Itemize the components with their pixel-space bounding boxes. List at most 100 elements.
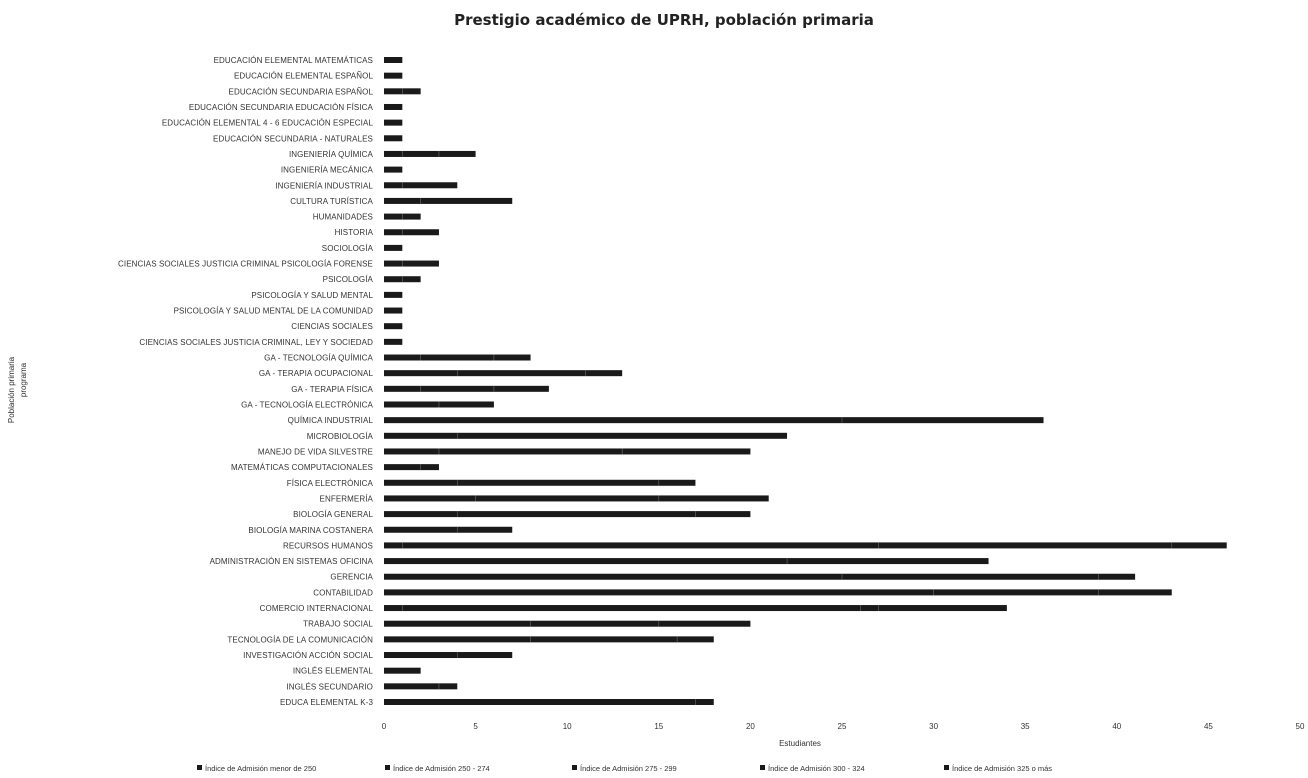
bar-segment [384, 558, 788, 565]
bar-segment [402, 229, 439, 236]
category-label: CIENCIAS SOCIALES JUSTICIA CRIMINAL PSIC… [118, 260, 373, 269]
category-label: GA - TECNOLOGÍA QUÍMICA [264, 354, 373, 363]
bar-segment [695, 511, 751, 518]
legend-swatch [944, 765, 949, 770]
bar-segment [438, 150, 476, 157]
bar-segment [658, 620, 751, 627]
category-label: EDUCACIÓN SECUNDARIA EDUCACIÓN FÍSICA [189, 103, 374, 112]
category-label: CIENCIAS SOCIALES [291, 322, 373, 331]
bar-segment [384, 103, 403, 110]
category-label: INGLÉS ELEMENTAL [293, 667, 374, 676]
legend-swatch [385, 765, 390, 770]
category-label: ENFERMERÍA [320, 494, 374, 503]
category-label: FÍSICA ELECTRÓNICA [287, 479, 374, 488]
bar-segment [475, 495, 659, 502]
bar-segment [384, 385, 421, 392]
bar-segment [384, 432, 458, 439]
category-label: EDUCACIÓN ELEMENTAL MATEMÁTICAS [214, 56, 373, 65]
bar-segment [1098, 573, 1136, 580]
bar-segment [384, 495, 476, 502]
bar-segment [384, 57, 403, 63]
category-label: MATEMÁTICAS COMPUTACIONALES [231, 463, 373, 472]
bar-segment [384, 479, 458, 486]
category-label: PSICOLOGÍA [323, 275, 374, 284]
category-label: BIOLOGÍA MARINA COSTANERA [248, 526, 373, 535]
bar-segment [658, 479, 696, 486]
bar-segment [842, 417, 1044, 424]
category-label: CULTURA TURÍSTICA [290, 197, 373, 206]
category-labels: EDUCACIÓN ELEMENTAL MATEMÁTICAS EDUCACIÓN… [118, 56, 374, 707]
bar-segment [384, 464, 421, 471]
bar-segment [384, 605, 403, 612]
y-axis-title-line-2: programa [19, 362, 28, 397]
legend-label: Índice de Admisión menor de 250 [205, 764, 316, 773]
bar-segment [1171, 542, 1227, 549]
legend-swatch [760, 765, 765, 770]
bar-segment [384, 573, 842, 580]
category-label: HISTORIA [335, 228, 374, 237]
bar-segment [384, 182, 403, 189]
category-label: PSICOLOGÍA Y SALUD MENTAL DE LA COMUNIDA… [174, 307, 374, 316]
bar-segment [402, 182, 458, 189]
category-label: QUÍMICA INDUSTRIAL [288, 416, 374, 425]
legend-label: Índice de Admisión 325 o más [952, 764, 1052, 773]
category-label: HUMANIDADES [313, 213, 373, 222]
bar-segment [384, 307, 403, 314]
category-label: CONTABILIDAD [313, 588, 373, 597]
bar-segment [420, 197, 513, 204]
bar-segment [622, 448, 751, 455]
bar-segment [933, 589, 1099, 596]
x-tick-label: 30 [929, 722, 938, 731]
legend: Índice de Admisión menor de 250 Índice de… [197, 764, 1052, 773]
bar-segment [384, 150, 403, 157]
category-label: INVESTIGACIÓN ACCIÓN SOCIAL [243, 651, 373, 660]
legend-swatch [572, 765, 577, 770]
bar-segment [384, 683, 439, 690]
bar-segment [493, 354, 531, 361]
category-label: INGLÉS SECUNDARIO [286, 682, 373, 691]
bar-segment [384, 354, 421, 361]
bar-segment [457, 432, 788, 439]
bar-segment [402, 542, 879, 549]
category-label: MICROBIOLOGÍA [307, 432, 374, 441]
x-tick-label: 0 [382, 722, 387, 731]
category-label: TECNOLOGÍA DE LA COMUNICACIÓN [227, 635, 373, 644]
x-tick-label: 45 [1204, 722, 1213, 731]
bar-segment [695, 699, 714, 705]
category-label: BIOLOGÍA GENERAL [293, 510, 373, 519]
category-label: GERENCIA [330, 573, 373, 582]
bar-segment [384, 511, 458, 518]
bar-segment [438, 448, 623, 455]
y-axis-title-line-1: Población primaria [7, 356, 16, 423]
category-label: EDUCA ELEMENTAL K-3 [280, 698, 373, 707]
bar-segment [384, 166, 403, 173]
bar-segment [457, 511, 696, 518]
bar-segment [384, 323, 403, 330]
bar-segment [384, 620, 531, 627]
bar-segment [420, 464, 439, 471]
x-tick-label: 10 [563, 722, 572, 731]
bar-segment [384, 276, 403, 283]
bar-segment [530, 636, 678, 643]
bar-segment [457, 370, 586, 377]
category-label: GA - TERAPIA FÍSICA [291, 385, 373, 394]
category-label: GA - TERAPIA OCUPACIONAL [259, 369, 374, 378]
x-tick-label: 15 [654, 722, 663, 731]
category-label: COMERCIO INTERNACIONAL [260, 604, 374, 613]
bar-segment [420, 354, 494, 361]
bar-segment [402, 213, 421, 220]
bar-segment [457, 479, 659, 486]
category-label: EDUCACIÓN ELEMENTAL ESPAÑOL [234, 72, 373, 81]
legend-swatch [197, 765, 202, 770]
category-label: GA - TECNOLOGÍA ELECTRÓNICA [241, 400, 373, 409]
y-axis-title: Población primaria programa [7, 356, 28, 423]
category-label: INGENIERÍA QUÍMICA [289, 150, 374, 159]
bar-segment [585, 370, 623, 377]
legend-label: Índice de Admisión 300 - 324 [768, 764, 865, 773]
bar-segment [493, 385, 549, 392]
bar-segment [402, 605, 861, 612]
bar-segment [402, 150, 439, 157]
bar-segment [860, 605, 879, 612]
bar-segment [384, 338, 403, 345]
bar-segment [878, 605, 1007, 612]
